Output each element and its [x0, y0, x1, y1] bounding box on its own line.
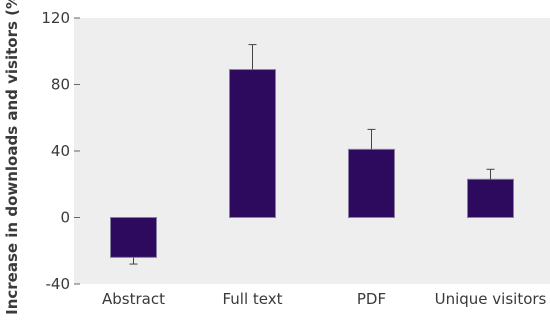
- x-tick-label: Unique visitors: [435, 290, 547, 308]
- bar-abstract: [110, 217, 157, 258]
- bar-unique-visitors: [467, 178, 514, 218]
- x-tick-label: Full text: [222, 290, 282, 308]
- y-axis-title: Increase in downloads and visitors (%): [3, 0, 21, 315]
- marks-layer: [110, 44, 514, 265]
- y-tick-label: 0: [60, 209, 70, 227]
- y-axis-ticks: -40 0 40 80 120: [41, 9, 80, 293]
- x-tick-label: Abstract: [102, 290, 165, 308]
- bar-full-text: [229, 69, 276, 218]
- y-tick-label: 80: [51, 76, 70, 94]
- y-tick-label: 120: [41, 9, 70, 27]
- y-tick-label: -40: [46, 275, 71, 293]
- y-tick-label: 40: [51, 142, 70, 160]
- x-axis-ticks: Abstract Full text PDF Unique visitors: [102, 290, 547, 308]
- x-tick-label: PDF: [357, 290, 386, 308]
- bar-pdf: [348, 148, 395, 218]
